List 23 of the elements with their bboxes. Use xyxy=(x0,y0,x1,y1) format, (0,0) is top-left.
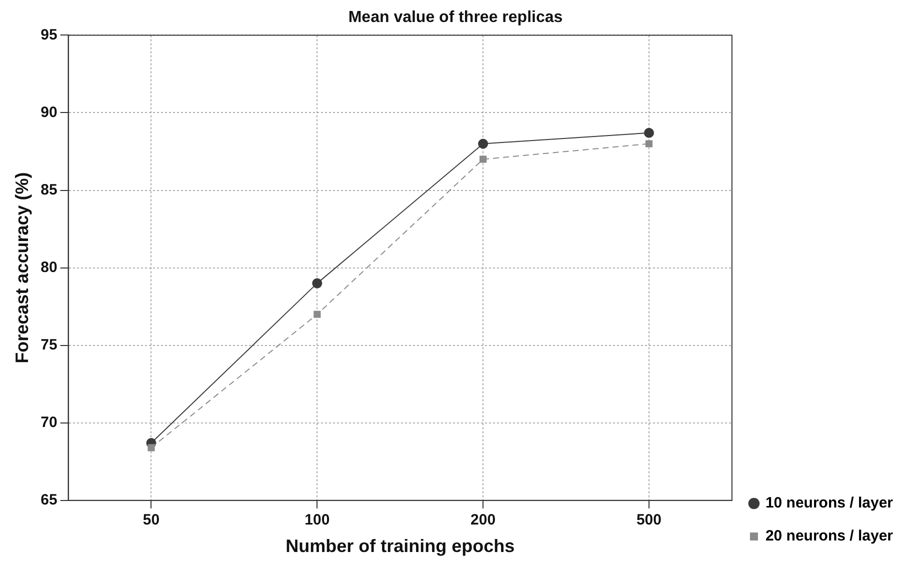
y-tick-label: 75 xyxy=(40,336,58,354)
point xyxy=(314,310,321,318)
y-tick-label: 70 xyxy=(40,414,58,432)
legend-label: 10 neurons / layer xyxy=(765,494,894,512)
y-axis-title: Forecast accuracy (%) xyxy=(12,172,32,364)
y-tick-label: 85 xyxy=(40,181,58,198)
x-tick-label: 50 xyxy=(142,512,160,529)
point xyxy=(480,156,487,163)
legend-label: 20 neurons / layer xyxy=(765,528,894,545)
y-tick-label: 95 xyxy=(40,26,58,44)
x-tick-label: 500 xyxy=(636,512,662,529)
y-tick-label: 65 xyxy=(40,492,58,509)
point xyxy=(644,128,654,138)
y-tick-label: 80 xyxy=(40,258,58,276)
point xyxy=(478,138,488,149)
point xyxy=(645,140,653,148)
x-tick-label: 200 xyxy=(470,512,496,529)
point xyxy=(312,278,322,288)
chart-title: Mean value of three replicas xyxy=(348,9,563,26)
point xyxy=(148,444,155,452)
y-tick-label: 90 xyxy=(40,104,58,121)
x-axis-title: Number of training epochs xyxy=(286,536,515,556)
x-tick-label: 100 xyxy=(304,512,330,529)
